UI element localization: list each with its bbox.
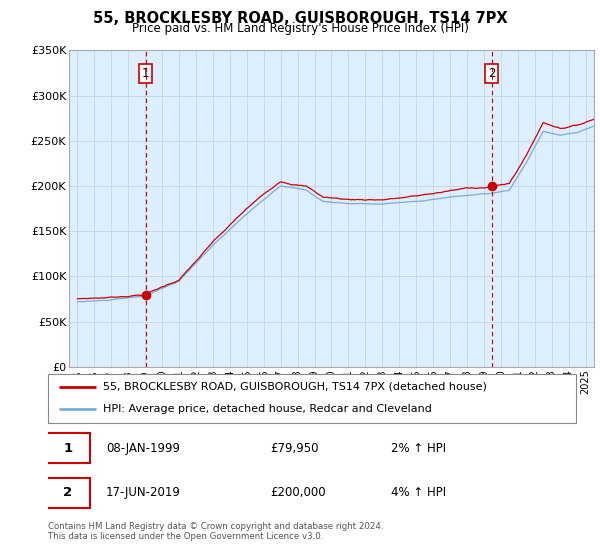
Text: £79,950: £79,950 [270, 442, 318, 455]
Text: 2: 2 [488, 67, 496, 81]
FancyBboxPatch shape [46, 478, 90, 508]
FancyBboxPatch shape [46, 433, 90, 463]
Text: 55, BROCKLESBY ROAD, GUISBOROUGH, TS14 7PX (detached house): 55, BROCKLESBY ROAD, GUISBOROUGH, TS14 7… [103, 382, 487, 392]
Text: 2% ↑ HPI: 2% ↑ HPI [391, 442, 446, 455]
Text: 1: 1 [142, 67, 149, 81]
Text: HPI: Average price, detached house, Redcar and Cleveland: HPI: Average price, detached house, Redc… [103, 404, 433, 414]
Text: 1: 1 [63, 442, 73, 455]
Text: Price paid vs. HM Land Registry's House Price Index (HPI): Price paid vs. HM Land Registry's House … [131, 22, 469, 35]
Text: Contains HM Land Registry data © Crown copyright and database right 2024.
This d: Contains HM Land Registry data © Crown c… [48, 522, 383, 542]
FancyBboxPatch shape [48, 374, 576, 423]
Text: £200,000: £200,000 [270, 487, 325, 500]
Text: 2: 2 [63, 487, 73, 500]
Text: 4% ↑ HPI: 4% ↑ HPI [391, 487, 446, 500]
Text: 17-JUN-2019: 17-JUN-2019 [106, 487, 181, 500]
Text: 55, BROCKLESBY ROAD, GUISBOROUGH, TS14 7PX: 55, BROCKLESBY ROAD, GUISBOROUGH, TS14 7… [92, 11, 508, 26]
Text: 08-JAN-1999: 08-JAN-1999 [106, 442, 180, 455]
